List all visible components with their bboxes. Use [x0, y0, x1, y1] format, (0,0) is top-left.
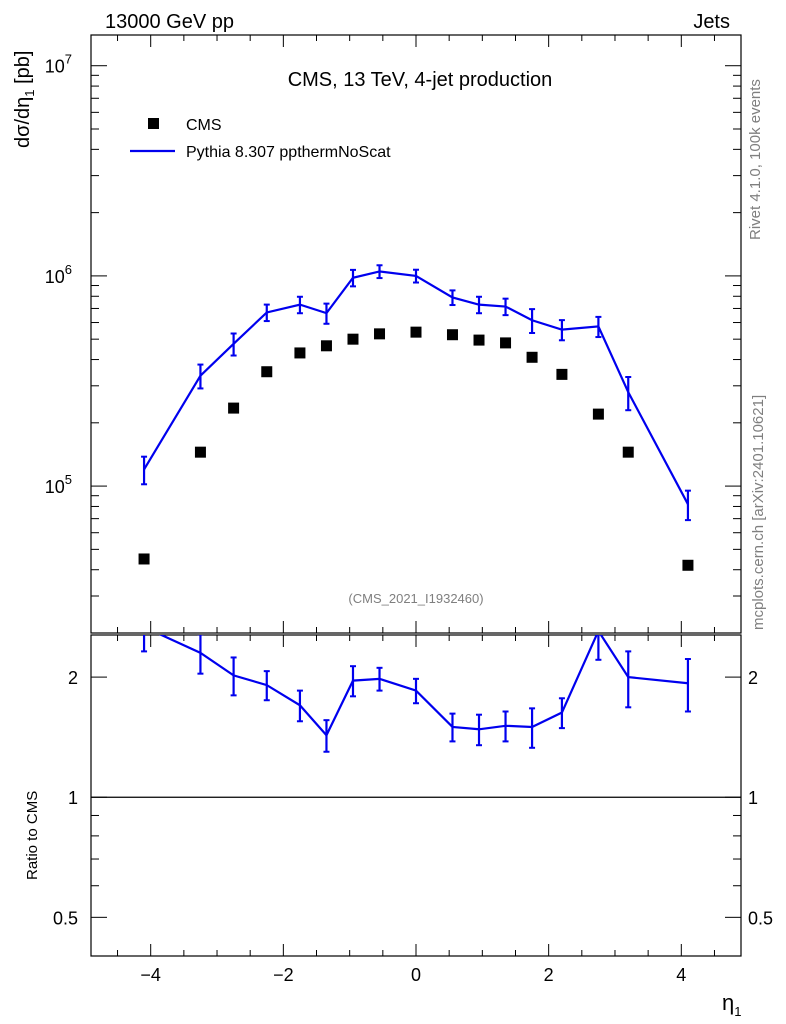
- chart-title: CMS, 13 TeV, 4-jet production: [288, 69, 553, 91]
- analysis-id-label: (CMS_2021_I1932460): [348, 591, 483, 606]
- pythia-series-line: [143, 270, 689, 505]
- main-series-layer: [138, 264, 694, 571]
- x-tick-label: 4: [676, 965, 686, 985]
- x-axis-label: η1: [722, 990, 741, 1019]
- ratio-axis-ticks: −4 −2 0 2 4 0.5 0.5 1 1 2 2: [53, 635, 773, 985]
- cms-data-point: [261, 366, 273, 378]
- cms-data-point: [320, 340, 332, 352]
- cms-data-point: [592, 408, 604, 420]
- legend: CMS Pythia 8.307 ppthermNoScat: [130, 117, 391, 161]
- cms-data-point: [374, 328, 386, 340]
- x-tick-label: −4: [140, 965, 161, 985]
- ratio-y-axis-label: Ratio to CMS: [24, 791, 41, 880]
- cms-data-point: [138, 553, 150, 565]
- main-axis-ticks: 105 106 107: [45, 35, 741, 634]
- cms-data-point: [622, 446, 634, 458]
- main-y-tick-label: 106: [45, 262, 72, 287]
- x-tick-label: 0: [411, 965, 421, 985]
- mcplots-label: mcplots.cern.ch [arXiv:2401.10621]: [750, 395, 767, 630]
- cms-data-point: [194, 446, 206, 458]
- cms-data-point: [410, 326, 422, 338]
- cms-data-point: [228, 402, 240, 414]
- rivet-version-label: Rivet 4.1.0, 100k events: [747, 79, 764, 240]
- header-process-label: Jets: [693, 11, 730, 33]
- x-tick-label: −2: [273, 965, 294, 985]
- legend-cms-label: CMS: [186, 117, 222, 134]
- main-y-axis-label: dσ/dη1 [pb]: [12, 51, 37, 148]
- ratio-y-tick-label-right: 1: [748, 788, 758, 808]
- ratio-y-tick-label: 1: [68, 788, 78, 808]
- ratio-y-tick-label: 0.5: [53, 908, 78, 928]
- cms-data-point: [682, 559, 694, 571]
- ratio-y-tick-label: 2: [68, 668, 78, 688]
- cms-data-point: [294, 347, 306, 359]
- cms-data-point: [556, 368, 568, 380]
- ratio-series-layer: [141, 635, 691, 753]
- ratio-y-tick-label-right: 0.5: [748, 908, 773, 928]
- header-energy-label: 13000 GeV pp: [105, 11, 234, 33]
- main-y-tick-label: 107: [45, 52, 72, 77]
- cms-data-point: [473, 334, 485, 346]
- legend-pythia-label: Pythia 8.307 ppthermNoScat: [186, 144, 391, 161]
- cms-data-point: [347, 333, 359, 345]
- ratio-y-tick-label-right: 2: [748, 668, 758, 688]
- cms-data-point: [526, 351, 538, 363]
- cms-data-point: [500, 337, 512, 349]
- x-tick-label: 2: [544, 965, 554, 985]
- main-y-tick-label: 105: [45, 472, 72, 497]
- legend-cms-marker: [148, 118, 159, 129]
- cms-data-point: [446, 329, 458, 341]
